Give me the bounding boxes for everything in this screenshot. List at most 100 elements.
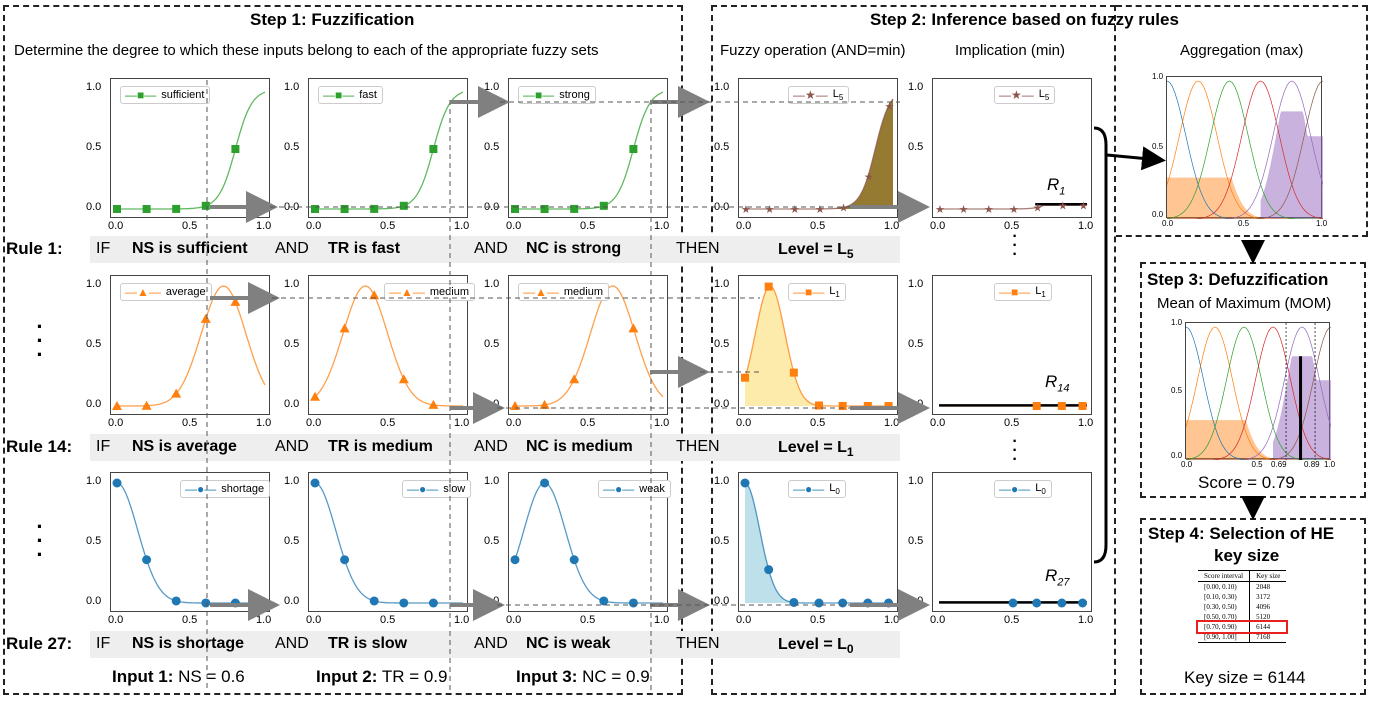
plot-nc-medium-marker — [539, 399, 550, 409]
plot-ns-shortage-xtick: 1.0 — [256, 614, 272, 626]
rule-condition-1: NS is average — [132, 438, 237, 455]
rule-name-label: R27 — [1045, 566, 1070, 589]
aggregation-plot — [1166, 76, 1323, 219]
defuzzification-plot-xtick: 0.5 — [1251, 460, 1263, 469]
plot-tr-slow-xtick: 1.0 — [454, 614, 470, 626]
rule-and-1: AND — [275, 240, 309, 257]
plot-fuzzy-op-l0-ytick: 0.5 — [714, 535, 730, 547]
rule-condition-1: NS is sufficient — [132, 240, 248, 257]
plot-fuzzy-op-l0-marker — [863, 598, 873, 608]
rule-level: Level = L5 — [778, 241, 854, 262]
plot-tr-fast-canvas — [311, 91, 464, 213]
step3-subtitle: Mean of Maximum (MOM) — [1157, 295, 1332, 312]
plot-tr-slow-marker — [399, 598, 409, 608]
plot-implication-l0-canvas — [939, 598, 1088, 608]
score-interval-cell: [0.30, 0.50) — [1198, 602, 1251, 612]
plot-implication-l5-legend-label: L5 — [1038, 88, 1050, 103]
defuzzification-plot-xtick-069: 0.69 — [1271, 460, 1287, 469]
plot-fuzzy-op-l5-marker: ★ — [790, 204, 800, 216]
plot-tr-fast-legend-label: fast — [359, 89, 377, 101]
plot-implication-l0-legend-subscript: 0 — [1041, 487, 1046, 497]
plot-ns-shortage-ytick: 0.5 — [86, 535, 102, 547]
plot-implication-l0-ytick: 1.0 — [908, 475, 924, 487]
step2-right-box — [1116, 5, 1368, 237]
plot-fuzzy-op-l1-xtick: 1.0 — [884, 417, 900, 429]
plot-ns-average-marker — [230, 296, 241, 306]
plot-nc-medium-marker — [628, 323, 639, 333]
plot-tr-fast-legend: —■— fast — [318, 86, 383, 104]
plot-nc-strong-legend: —■— strong — [518, 86, 596, 104]
plot-implication-l1-legend-marker-icon: —■— — [999, 285, 1031, 300]
plot-tr-slow-ytick: 1.0 — [284, 475, 300, 487]
plot-tr-fast-marker — [429, 145, 438, 153]
plot-fuzzy-op-l0-xtick: 1.0 — [884, 614, 900, 626]
aggregation-plot-xtick: 0.5 — [1238, 219, 1250, 228]
rule-condition-3: NC is medium — [526, 438, 633, 455]
plot-nc-weak-xtick: 1.0 — [654, 614, 670, 626]
plot-fuzzy-op-l1-legend-marker-icon: —■— — [793, 285, 825, 300]
plot-implication-l5-legend: —★— L5 — [994, 86, 1056, 105]
rule-condition-2: TR is fast — [328, 240, 401, 257]
plot-ns-average-xtick: 0.0 — [108, 417, 124, 429]
plot-nc-weak-marker — [628, 598, 638, 608]
plot-fuzzy-op-l5-legend-label: L5 — [832, 88, 844, 103]
rule-condition-2: TR is medium — [328, 438, 433, 455]
plot-fuzzy-op-l0-legend-marker-icon: —●— — [793, 482, 825, 497]
plot-nc-strong-curve — [515, 91, 664, 210]
defuzzification-plot-ytick: 1.0 — [1171, 318, 1183, 327]
plot-implication-l5-canvas: ★ ★ ★ ★ ★ ★ ★ — [935, 200, 1089, 216]
plot-implication-l5-marker: ★ — [1033, 203, 1043, 215]
plot-nc-weak-marker — [599, 596, 609, 606]
plot-ns-average-ytick: 0.0 — [86, 398, 102, 410]
plot-ns-sufficient-marker — [201, 201, 210, 210]
plot-tr-medium-marker — [339, 323, 350, 333]
plot-fuzzy-op-l1-marker — [741, 373, 749, 382]
plot-tr-fast-ytick: 0.5 — [284, 141, 300, 153]
plot-tr-medium-ytick: 0.0 — [284, 398, 300, 410]
plot-implication-l1-canvas — [939, 402, 1087, 410]
aggregation-plot-membership-curve — [1167, 80, 1323, 219]
plot-fuzzy-op-l1-fill-area — [745, 286, 834, 406]
score-interval-cell: [0.00, 0.10) — [1198, 581, 1251, 592]
plot-nc-medium-curve — [514, 285, 664, 407]
defuzzification-plot-xtick-089: 0.89 — [1304, 460, 1320, 469]
plot-tr-slow-xtick: 0.5 — [380, 614, 396, 626]
plot-implication-l0-marker — [1008, 598, 1018, 608]
plot-fuzzy-op-l5-marker: ★ — [839, 203, 849, 215]
rule-then: THEN — [676, 438, 720, 455]
plot-fuzzy-op-l0-marker — [884, 598, 894, 608]
plot-fuzzy-op-l1-marker — [764, 282, 773, 291]
plot-fuzzy-op-l1-legend-subscript: 1 — [835, 290, 840, 300]
table-row: [0.90, 1.00] 7168 — [1198, 632, 1287, 643]
plot-implication-l1-xtick: 0.0 — [930, 417, 946, 429]
plot-nc-weak-xtick: 0.5 — [580, 614, 596, 626]
plot-nc-strong-xtick: 1.0 — [654, 220, 670, 232]
plot-fuzzy-op-l0-marker — [814, 598, 824, 608]
plot-tr-medium-legend-label: medium — [429, 286, 470, 298]
plot-nc-strong-xtick: 0.0 — [506, 220, 522, 232]
table-row: [0.50, 0.70) 5120 — [1198, 612, 1286, 622]
plot-ns-average-marker — [141, 400, 152, 410]
table-row: [0.00, 0.10) 2048 — [1198, 581, 1286, 592]
plot-ns-sufficient-marker — [231, 145, 240, 153]
rule-name-subscript: 1 — [1059, 185, 1066, 198]
aggregation-plot-canvas — [1167, 80, 1323, 219]
plot-ns-shortage-legend: —●— shortage — [180, 480, 271, 498]
plot-nc-weak-ytick: 0.0 — [484, 595, 500, 607]
plot-implication-l5-ytick: 0.5 — [908, 141, 924, 153]
plot-implication-l1-xtick: 1.0 — [1078, 417, 1094, 429]
rule14-band — [90, 434, 900, 461]
score-interval-cell: [0.50, 0.70) — [1198, 612, 1251, 622]
rule-condition-2: TR is slow — [328, 635, 408, 652]
rule-then: THEN — [676, 240, 720, 257]
defuzzification-plot — [1185, 322, 1331, 460]
aggregation-plot-ytick: 0.0 — [1152, 210, 1164, 219]
plot-tr-fast-curve — [315, 91, 464, 210]
step3-title: Step 3: Defuzzification — [1147, 270, 1329, 289]
plot-tr-slow-legend-marker-icon: —●— — [407, 482, 439, 496]
plot-fuzzy-op-l1-xtick: 0.0 — [736, 417, 752, 429]
plot-fuzzy-op-l0-xtick: 0.5 — [810, 614, 826, 626]
plot-tr-fast-marker — [370, 204, 379, 213]
plot-nc-medium-ytick: 0.5 — [484, 338, 500, 350]
plot-fuzzy-op-l0-legend-label: L0 — [829, 482, 840, 497]
